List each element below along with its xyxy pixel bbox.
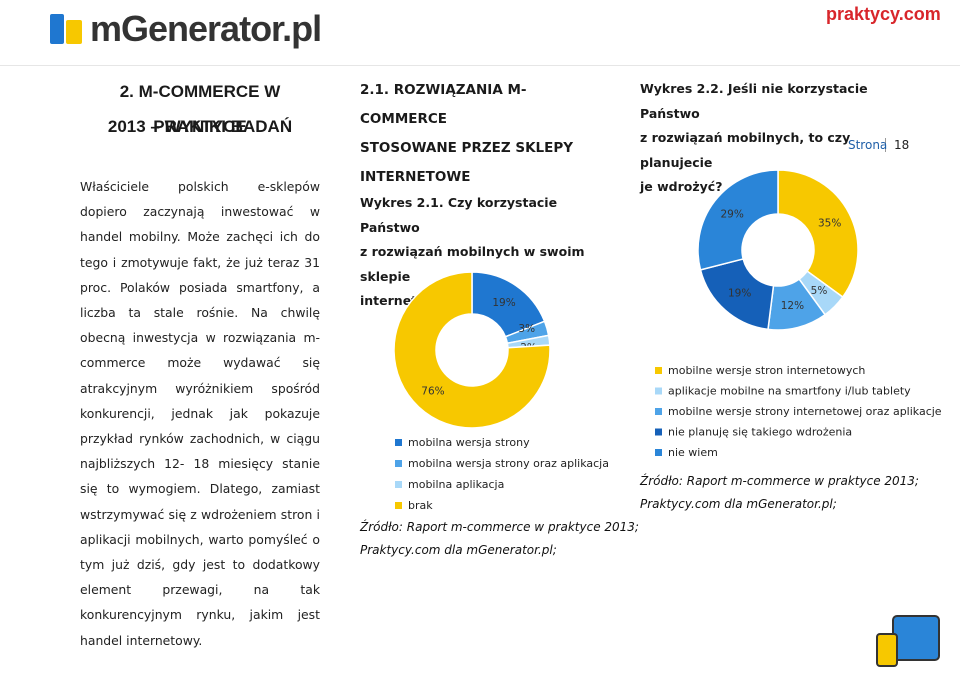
- section-title: 2. M-COMMERCE W PRAKTYCE: [119, 82, 281, 136]
- source: Źródło: Raport m-commerce w praktyce 201…: [640, 470, 919, 516]
- legend-label: nie wiem: [668, 446, 718, 459]
- source-line: Źródło: Raport m-commerce w praktyce 201…: [640, 474, 919, 488]
- title-line: Wykres 2.1. Czy korzystacie Państwo: [360, 195, 558, 235]
- source-line: Praktycy.com dla mGenerator.pl;: [640, 497, 837, 511]
- legend-swatch: [395, 502, 402, 509]
- mascot-icon: [876, 615, 940, 667]
- subsection-title: 2.1. ROZWIĄZANIA M-COMMERCE STOSOWANE PR…: [360, 76, 610, 192]
- data-label: 5%: [811, 285, 828, 297]
- legend-label: mobilna aplikacja: [408, 478, 504, 491]
- legend-swatch: [655, 449, 662, 456]
- data-label: 76%: [421, 386, 444, 398]
- title-line: Wykres 2.2. Jeśli nie korzystacie Państw…: [640, 81, 868, 121]
- legend-swatch: [395, 439, 402, 446]
- legend-label: nie planuję się takiego wdrożenia: [668, 426, 852, 439]
- source: Źródło: Raport m-commerce w praktyce 201…: [360, 516, 639, 562]
- logo-icon: [50, 14, 82, 44]
- data-label: 3%: [518, 323, 535, 335]
- data-label: 12%: [781, 300, 804, 312]
- legend-swatch: [655, 408, 662, 415]
- title-line: z rozwiązań mobilnych, to czy planujecie: [640, 130, 851, 170]
- title-line: z rozwiązań mobilnych w swoim sklepie: [360, 244, 585, 284]
- section-title: 2013 – WYNIKI BADAŃ: [107, 117, 293, 136]
- brand: praktycy.com: [826, 4, 941, 24]
- chart-title: Wykres 2.1. Czy korzystacie Państwo z ro…: [360, 191, 600, 314]
- legend-label: mobilna wersja strony oraz aplikacja: [408, 457, 609, 470]
- legend-swatch: [395, 460, 402, 467]
- data-label: 29%: [720, 208, 743, 220]
- title-line: INTERNETOWE: [360, 169, 471, 185]
- legend-label: mobilna wersja strony: [408, 436, 530, 449]
- page-label: Strona: [847, 138, 888, 152]
- paragraph: Właściciele polskich e-sklepów dopiero z…: [80, 179, 320, 648]
- title-line: je wdrożyć?: [640, 179, 723, 194]
- legend-swatch: [395, 481, 402, 488]
- title-line: STOSOWANE PRZEZ SKLEPY: [360, 140, 574, 156]
- logo-text: mGenerator.pl: [90, 8, 322, 49]
- legend-label: aplikacje mobilne na smartfony i/lub tab…: [668, 385, 911, 398]
- donut-slice: [393, 271, 551, 429]
- source-line: Praktycy.com dla mGenerator.pl;: [360, 543, 557, 557]
- legend-label: brak: [408, 499, 433, 512]
- legend-swatch: [655, 387, 662, 395]
- data-label: 35%: [818, 218, 841, 230]
- title-line: 2.1. ROZWIĄZANIA M-COMMERCE: [360, 82, 527, 127]
- legend-swatch: [655, 428, 662, 436]
- legend-label: mobilne wersje stron internetowych: [668, 364, 865, 377]
- legend-label: mobilne wersje strony internetowej oraz …: [668, 405, 942, 418]
- source-line: Źródło: Raport m-commerce w praktyce 201…: [360, 520, 639, 534]
- page-num: 18: [894, 138, 910, 152]
- data-label: 19%: [728, 288, 751, 300]
- header: mGenerator.pl praktycy.com: [0, 0, 960, 66]
- donut-slice: [697, 169, 779, 271]
- legend-swatch: [655, 367, 662, 374]
- page-number: Strona 18: [848, 138, 910, 152]
- chart-title: Wykres 2.2. Jeśli nie korzystacie Państw…: [640, 77, 890, 200]
- donut-slice: [777, 169, 859, 299]
- data-label: 19%: [492, 297, 515, 309]
